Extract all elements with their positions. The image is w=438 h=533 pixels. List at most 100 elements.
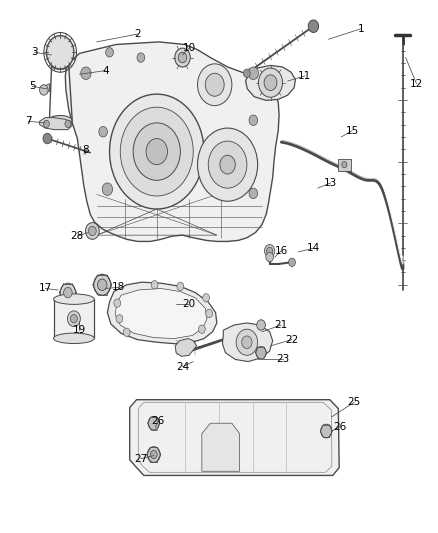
Circle shape — [178, 52, 187, 63]
Circle shape — [146, 139, 167, 165]
Circle shape — [321, 424, 332, 438]
Text: 24: 24 — [176, 362, 189, 372]
Circle shape — [206, 309, 212, 318]
Circle shape — [242, 336, 252, 349]
Text: 5: 5 — [29, 82, 35, 91]
Ellipse shape — [53, 294, 94, 304]
Circle shape — [46, 36, 74, 69]
Text: 11: 11 — [298, 71, 311, 81]
Polygon shape — [107, 282, 217, 344]
Circle shape — [249, 188, 258, 199]
Circle shape — [175, 48, 190, 67]
Text: 12: 12 — [410, 79, 423, 88]
Circle shape — [308, 20, 318, 33]
Text: 28: 28 — [71, 231, 84, 241]
Text: 23: 23 — [276, 354, 289, 365]
Text: 20: 20 — [182, 299, 195, 309]
Circle shape — [267, 247, 272, 254]
Text: 26: 26 — [333, 422, 346, 432]
Text: 17: 17 — [39, 284, 52, 294]
Circle shape — [85, 223, 99, 239]
Text: 25: 25 — [348, 397, 361, 407]
Circle shape — [137, 53, 145, 62]
Circle shape — [148, 416, 159, 430]
Circle shape — [133, 123, 180, 180]
Ellipse shape — [51, 61, 69, 69]
Text: 22: 22 — [285, 335, 299, 345]
Polygon shape — [246, 66, 295, 100]
Ellipse shape — [48, 116, 72, 125]
Circle shape — [120, 107, 193, 196]
Polygon shape — [223, 323, 272, 361]
Circle shape — [114, 299, 121, 307]
Circle shape — [106, 47, 113, 57]
Circle shape — [98, 279, 107, 290]
Circle shape — [244, 69, 251, 77]
Circle shape — [71, 314, 78, 323]
Text: 2: 2 — [134, 29, 141, 39]
Text: 15: 15 — [346, 126, 359, 136]
Text: 8: 8 — [83, 145, 89, 155]
Circle shape — [248, 67, 258, 79]
Circle shape — [43, 133, 52, 144]
Text: 13: 13 — [324, 178, 337, 188]
Circle shape — [99, 126, 107, 137]
Text: 21: 21 — [275, 320, 288, 330]
Polygon shape — [39, 118, 72, 130]
Bar — [338, 159, 351, 171]
Circle shape — [147, 447, 160, 462]
Circle shape — [266, 253, 273, 262]
Circle shape — [102, 183, 113, 196]
Circle shape — [110, 94, 204, 209]
Circle shape — [257, 320, 265, 330]
Text: 3: 3 — [31, 47, 38, 58]
Circle shape — [205, 73, 224, 96]
Circle shape — [39, 85, 48, 95]
Circle shape — [43, 120, 49, 127]
Circle shape — [256, 346, 266, 359]
Text: 26: 26 — [152, 416, 165, 425]
Circle shape — [198, 64, 232, 106]
Circle shape — [265, 245, 275, 257]
Circle shape — [60, 283, 76, 302]
Ellipse shape — [53, 333, 94, 344]
Polygon shape — [115, 288, 207, 338]
Text: 7: 7 — [25, 116, 31, 126]
Circle shape — [236, 329, 258, 356]
Circle shape — [342, 161, 347, 168]
Circle shape — [65, 120, 71, 127]
Polygon shape — [65, 42, 279, 241]
Circle shape — [67, 311, 80, 327]
Circle shape — [150, 450, 157, 459]
Circle shape — [64, 287, 72, 298]
Circle shape — [208, 141, 247, 188]
Circle shape — [177, 282, 184, 290]
Circle shape — [220, 155, 235, 174]
Text: 16: 16 — [275, 246, 288, 256]
Text: 18: 18 — [112, 282, 125, 293]
Polygon shape — [44, 84, 49, 93]
Text: 4: 4 — [102, 66, 109, 76]
Text: 27: 27 — [134, 454, 148, 464]
Circle shape — [289, 258, 295, 266]
Circle shape — [116, 314, 123, 323]
Polygon shape — [130, 400, 339, 475]
Circle shape — [81, 67, 91, 79]
Circle shape — [88, 227, 96, 236]
Circle shape — [123, 328, 130, 336]
Circle shape — [258, 68, 283, 97]
Text: 14: 14 — [307, 243, 320, 253]
Circle shape — [94, 274, 111, 295]
Bar — [53, 299, 94, 338]
Text: 10: 10 — [182, 43, 195, 53]
Circle shape — [203, 294, 209, 302]
Text: 1: 1 — [357, 24, 364, 34]
Polygon shape — [202, 423, 240, 471]
Polygon shape — [175, 338, 197, 357]
Circle shape — [151, 280, 158, 289]
Circle shape — [198, 325, 205, 333]
Circle shape — [198, 128, 258, 201]
Circle shape — [264, 75, 277, 91]
Text: 19: 19 — [73, 325, 86, 335]
Circle shape — [249, 115, 258, 125]
